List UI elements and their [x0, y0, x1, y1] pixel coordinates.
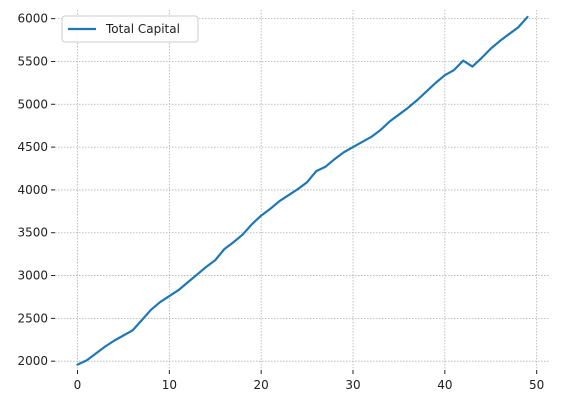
y-tick-label: 6000 — [17, 12, 48, 26]
series-layer — [76, 15, 529, 366]
y-tick-label: 2000 — [17, 354, 48, 368]
x-tick-label: 20 — [254, 378, 269, 392]
y-tick-label: 4000 — [17, 183, 48, 197]
x-tick-label: 10 — [162, 378, 177, 392]
y-tick-label: 5000 — [17, 97, 48, 111]
x-tick-label: 30 — [345, 378, 360, 392]
grid — [55, 10, 550, 370]
legend-label: Total Capital — [105, 22, 180, 36]
x-tick-label: 40 — [437, 378, 452, 392]
x-tick-label: 50 — [529, 378, 544, 392]
y-tick-label: 5500 — [17, 54, 48, 68]
y-tick-label: 3500 — [17, 226, 48, 240]
y-tick-label: 2500 — [17, 311, 48, 325]
y-tick-label: 3000 — [17, 269, 48, 283]
legend: Total Capital — [61, 15, 199, 43]
x-axis: 0 10 20 30 40 50 — [74, 370, 544, 392]
legend-box — [61, 15, 199, 43]
series-line-total-capital — [76, 15, 529, 366]
y-axis: 2000 2500 3000 3500 4000 4500 5000 5500 6000 — [17, 12, 55, 368]
x-tick-label: 0 — [74, 378, 82, 392]
y-tick-label: 4500 — [17, 140, 48, 154]
